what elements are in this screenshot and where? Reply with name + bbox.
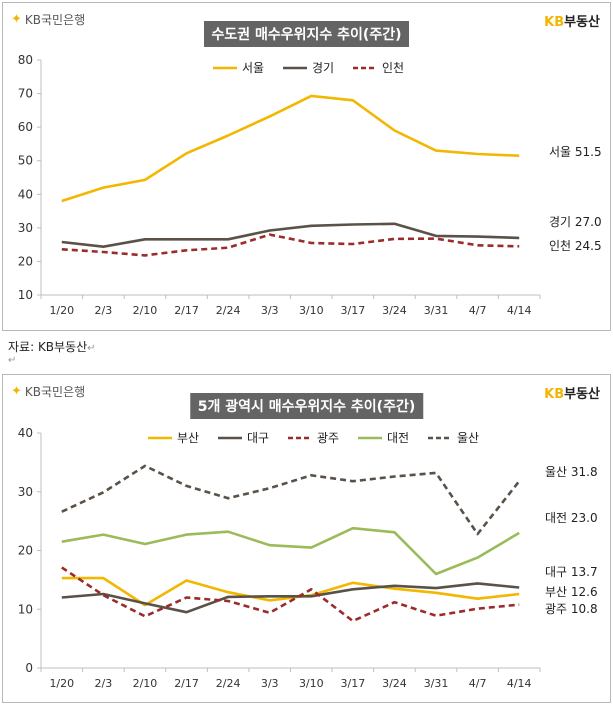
x-tick-label: 2/24	[216, 304, 241, 317]
kb-bank-logo-text: KB국민은행	[24, 13, 86, 27]
chart-title: 수도권 매수우위지수 추이(주간)	[203, 21, 410, 47]
series-line-인천	[61, 233, 520, 257]
y-tick-label: 10	[18, 602, 33, 616]
x-tick-label: 2/17	[174, 677, 199, 690]
x-tick-label: 4/14	[507, 677, 532, 690]
x-tick-label: 4/7	[469, 677, 487, 690]
legend-label: 대구	[247, 431, 269, 445]
brand-rest: 부동산	[564, 387, 600, 402]
brand-kb: KB	[544, 15, 565, 30]
series-line-경기	[61, 222, 520, 248]
x-tick-label: 2/3	[95, 677, 113, 690]
end-value-label: 광주 10.8	[545, 602, 598, 616]
x-tick-label: 4/14	[507, 304, 532, 317]
end-value-label: 경기 27.0	[549, 215, 602, 229]
legend-label: 경기	[312, 61, 334, 75]
kb-real-estate-brand: KB부동산	[544, 11, 600, 30]
legend-label: 대전	[387, 431, 409, 445]
chart-title: 5개 광역시 매수우위지수 추이(주간)	[189, 393, 424, 419]
y-tick-label: 50	[18, 154, 33, 168]
x-tick-label: 1/20	[49, 304, 74, 317]
series-line-광주	[61, 566, 520, 623]
legend-label: 부산	[177, 431, 199, 445]
line-chart-metro: 0 10 20 30 40 1/20 2/3 2/10 2/17 2/24 3/3 3/10 3/17 3…	[18, 426, 598, 690]
y-tick-label: 70	[18, 87, 33, 101]
y-tick-label: 60	[18, 120, 33, 134]
line-chart-capital: 10 20 30 40 50 60 70 80 1/20 2/3 2/10 2/17 2/24 3/3 3/…	[18, 53, 602, 317]
x-tick-label: 4/7	[469, 304, 487, 317]
x-tick-label: 2/17	[174, 304, 199, 317]
y-tick-label: 80	[18, 53, 33, 67]
x-tick-label: 3/3	[261, 304, 279, 317]
x-tick-label: 3/24	[382, 304, 407, 317]
x-tick-label: 3/10	[299, 677, 324, 690]
legend-label: 서울	[242, 61, 264, 75]
x-tick-label: 1/20	[49, 677, 74, 690]
x-tick-label: 2/10	[133, 304, 158, 317]
end-value-label: 부산 12.6	[545, 585, 598, 599]
y-tick-label: 10	[18, 288, 33, 302]
kb-bank-logo-text: KB국민은행	[24, 385, 86, 399]
series-line-대구	[61, 582, 520, 614]
source-note: 자료: KB부동산↵	[8, 338, 96, 355]
x-tick-label: 3/17	[341, 677, 366, 690]
x-tick-label: 2/24	[216, 677, 241, 690]
x-tick-label: 3/17	[341, 304, 366, 317]
legend-label: 울산	[457, 431, 479, 445]
source-text: 자료: KB부동산	[8, 340, 88, 354]
end-value-label: 인천 24.5	[549, 238, 602, 253]
series-line-서울	[61, 94, 520, 203]
brand-kb: KB	[544, 387, 565, 402]
end-value-label: 대전 23.0	[545, 511, 598, 525]
kb-bank-logo: ✦ KB국민은행	[11, 11, 85, 28]
chart-panel-metro: ✦ KB국민은행 KB부동산 5개 광역시 매수우위지수 추이(주간) 0 10 2…	[2, 374, 611, 703]
series-line-울산	[61, 464, 521, 536]
y-tick-label: 40	[18, 187, 33, 201]
end-value-label: 서울 51.5	[549, 145, 602, 159]
end-value-label: 대구 13.7	[545, 565, 598, 579]
paragraph-return-mark: ↵	[8, 355, 17, 366]
return-mark: ↵	[87, 343, 96, 354]
y-tick-label: 20	[18, 254, 33, 268]
series-line-대전	[61, 526, 520, 576]
x-tick-label: 2/10	[133, 677, 158, 690]
x-tick-label: 2/3	[95, 304, 113, 317]
y-tick-label: 0	[25, 661, 33, 675]
x-tick-label: 3/24	[382, 677, 407, 690]
end-value-label: 울산 31.8	[545, 465, 598, 479]
kb-star-icon: ✦	[11, 384, 22, 399]
kb-real-estate-brand: KB부동산	[544, 383, 600, 402]
y-tick-label: 30	[18, 485, 33, 499]
kb-star-icon: ✦	[11, 12, 22, 27]
brand-rest: 부동산	[564, 15, 600, 30]
x-tick-label: 3/3	[261, 677, 279, 690]
y-tick-label: 30	[18, 221, 33, 235]
y-tick-label: 40	[18, 426, 33, 440]
legend-label: 인천	[382, 60, 404, 75]
legend-label: 광주	[317, 431, 339, 445]
x-tick-label: 3/31	[424, 304, 449, 317]
y-tick-label: 20	[18, 544, 33, 558]
kb-bank-logo: ✦ KB국민은행	[11, 383, 85, 400]
x-tick-label: 3/10	[299, 304, 324, 317]
x-tick-label: 3/31	[424, 677, 449, 690]
chart-panel-capital: ✦ KB국민은행 KB부동산 수도권 매수우위지수 추이(주간) 10 20 30 4…	[2, 2, 611, 331]
